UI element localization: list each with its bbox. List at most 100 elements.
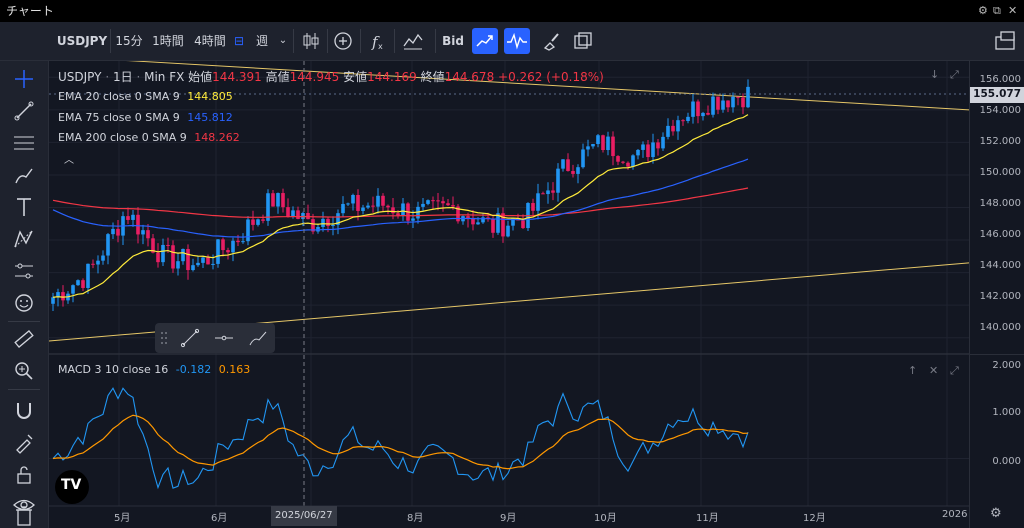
price-axis[interactable]: 156.000 155.077 154.000 152.000 150.000 … [969, 61, 1024, 528]
expand-pane-icon[interactable]: ⤢ [950, 68, 959, 81]
candle-style-icon[interactable] [298, 28, 324, 54]
floating-drawing-bar [155, 323, 275, 353]
multi-layout-icon[interactable] [992, 28, 1018, 54]
candle-body [491, 218, 495, 233]
candle-body [436, 200, 440, 202]
symbol-selector[interactable]: USDJPY [56, 34, 108, 48]
price-tick: 144.000 [979, 260, 1021, 271]
candle-body [506, 225, 510, 237]
candle-body [91, 263, 95, 265]
symbol-legend[interactable]: USDJPY · 1日 · Min FX 始値144.391 高値144.945… [58, 70, 604, 84]
measure-settings-icon[interactable] [12, 259, 36, 283]
trendline-tool-icon[interactable] [179, 327, 201, 349]
candle-body [111, 228, 115, 235]
candle-body [296, 210, 300, 219]
time-label: 8月 [407, 513, 424, 524]
window-titlebar: チャート ⚙ ⧉ ✕ [0, 0, 1024, 22]
magnet-icon[interactable] [12, 399, 36, 423]
price-chart[interactable] [49, 61, 969, 528]
candle-body [211, 263, 215, 265]
text-icon[interactable] [12, 195, 36, 219]
candle-body [221, 239, 225, 251]
brush-icon[interactable] [538, 28, 564, 54]
pattern-icon[interactable] [12, 227, 36, 251]
candle-body [161, 244, 165, 263]
tradingview-logo[interactable]: TV [55, 470, 89, 504]
ruler-icon[interactable] [12, 327, 36, 351]
ema200-legend[interactable]: EMA 200 close 0 SMA 9 148.262 [58, 131, 240, 144]
ema200-value: 148.262 [194, 131, 240, 144]
candle-body [196, 262, 200, 266]
arrow-down-icon[interactable]: ↓ [930, 68, 940, 81]
candle-body [651, 142, 655, 158]
popout-icon[interactable]: ⧉ [993, 4, 1001, 17]
crosshair-icon[interactable] [12, 67, 36, 91]
horizontal-lines-icon[interactable] [12, 131, 36, 155]
brush-tool-icon[interactable] [247, 327, 269, 349]
candle-body [681, 120, 685, 122]
price-tick: 152.000 [979, 136, 1021, 147]
layout-icon[interactable] [570, 28, 596, 54]
candle-body [661, 136, 665, 149]
drag-handle-icon[interactable] [159, 330, 169, 346]
candle-body [571, 171, 575, 174]
candle-body [711, 96, 715, 115]
interval-15m[interactable]: 15分 [115, 34, 143, 48]
indicators-icon[interactable] [400, 28, 426, 54]
candle-body [401, 203, 405, 216]
bid-button[interactable]: Bid [442, 34, 464, 48]
candle-body [486, 217, 490, 219]
zoom-in-icon[interactable] [12, 359, 36, 383]
interval-1h[interactable]: 1時間 [152, 34, 184, 48]
axis-settings-icon[interactable]: ⚙ [990, 506, 1002, 521]
macd-line [52, 387, 749, 490]
trendline-icon[interactable] [12, 99, 36, 123]
candle-body [471, 217, 475, 225]
candle-body [606, 136, 610, 151]
window-title: チャート [6, 4, 54, 18]
add-indicator-icon[interactable] [330, 28, 356, 54]
lock-drawing-icon[interactable] [12, 431, 36, 455]
oscillator-icon[interactable] [504, 28, 530, 54]
emoji-icon[interactable] [12, 291, 36, 315]
ema200-label: EMA 200 close 0 SMA 9 [58, 131, 187, 144]
candle-body [151, 238, 155, 253]
interval-week[interactable]: 週 [255, 34, 268, 48]
horizontal-ray-icon[interactable] [213, 327, 235, 349]
high-value: 144.945 [289, 70, 340, 84]
remove-pane-icon[interactable]: ✕ [929, 364, 939, 377]
candle-body [531, 203, 535, 211]
candle-body [731, 96, 735, 108]
price-tick: 148.000 [979, 198, 1021, 209]
chart-line-icon[interactable] [472, 28, 498, 54]
calendar-icon[interactable]: ⊟ [233, 34, 245, 48]
candle-body [101, 255, 105, 261]
candle-body [271, 193, 275, 207]
settings-icon[interactable]: ⚙ [978, 4, 988, 17]
pen-icon[interactable] [12, 163, 36, 187]
collapse-legend-icon[interactable]: ︿ [64, 155, 74, 166]
candle-body [656, 142, 660, 149]
candle-body [231, 240, 235, 253]
ema20-legend[interactable]: EMA 20 close 0 SMA 9 144.805 [58, 90, 233, 103]
candle-body [706, 112, 710, 115]
maximize-pane-icon[interactable]: ⤢ [950, 364, 959, 377]
macd-value: -0.182 [175, 363, 212, 376]
time-axis[interactable]: 5月 6月 2025/06/27 8月 9月 10月 11月 12月 2026 [49, 506, 969, 528]
ema75-legend[interactable]: EMA 75 close 0 SMA 9 145.812 [58, 111, 233, 124]
candle-body [136, 214, 140, 235]
unlock-icon[interactable] [12, 463, 36, 487]
price-tick: 156.000 [979, 74, 1021, 85]
macd-legend[interactable]: MACD 3 10 close 16 -0.182 0.163 [58, 363, 250, 376]
interval-4h[interactable]: 4時間 [194, 34, 226, 48]
move-up-icon[interactable]: ↑ [908, 364, 918, 377]
candle-body [291, 210, 295, 217]
eye-icon[interactable] [12, 493, 36, 517]
candle-body [451, 205, 455, 207]
candle-body [171, 245, 175, 269]
chevron-down-icon[interactable]: ⌄ [278, 35, 288, 46]
trash-icon[interactable] [12, 505, 36, 527]
close-icon[interactable]: ✕ [1008, 4, 1018, 17]
